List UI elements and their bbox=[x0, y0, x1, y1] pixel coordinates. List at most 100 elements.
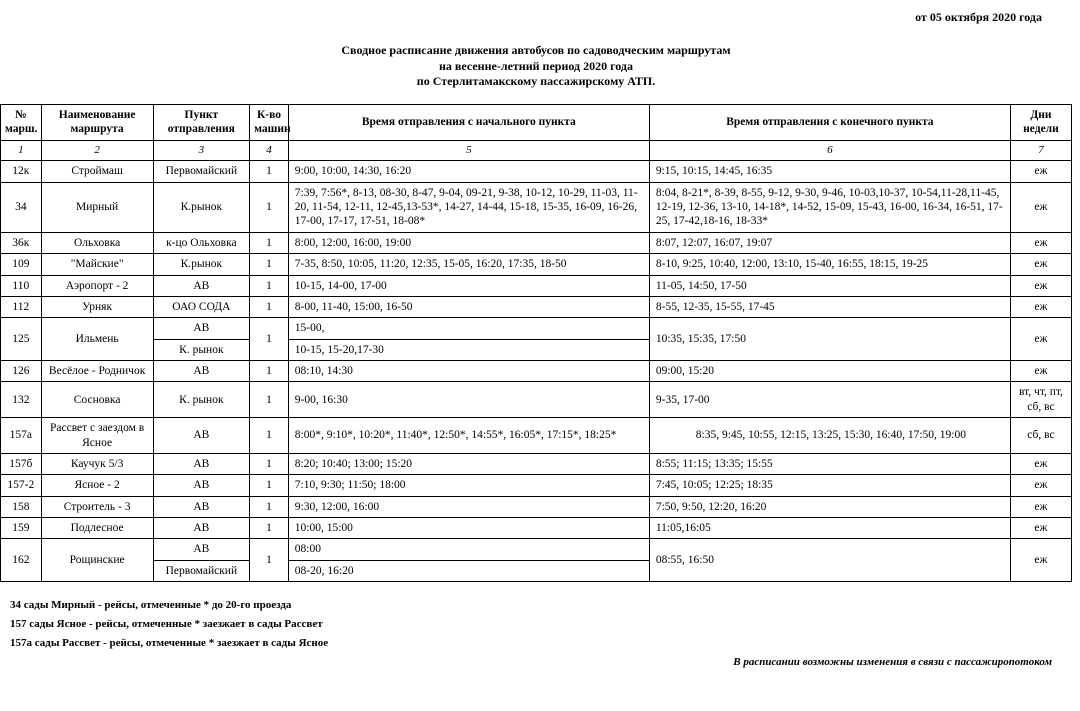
cell-days: еж bbox=[1010, 275, 1071, 296]
cell-arr: 9:15, 10:15, 14:45, 16:35 bbox=[649, 161, 1010, 182]
title-l2: на весенне-летний период 2020 года bbox=[0, 59, 1072, 75]
table-row: 109"Майские"К.рынок17-35, 8:50, 10:05, 1… bbox=[1, 254, 1072, 275]
cell-days: еж bbox=[1010, 453, 1071, 474]
cell-cnt: 1 bbox=[250, 518, 289, 539]
cell-cnt: 1 bbox=[250, 539, 289, 582]
table-row: 34МирныйК.рынок17:39, 7:56*, 8-13, 08-30… bbox=[1, 182, 1072, 232]
cell-cnt: 1 bbox=[250, 254, 289, 275]
cn7: 7 bbox=[1010, 140, 1071, 161]
cell-name: Рассвет с заездом в Ясное bbox=[41, 418, 153, 454]
cell-dep: 9-00, 16:30 bbox=[288, 382, 649, 418]
table-row: 110Аэропорт - 2АВ110-15, 14-00, 17-0011-… bbox=[1, 275, 1072, 296]
table-row: 159ПодлесноеАВ110:00, 15:0011:05,16:05еж bbox=[1, 518, 1072, 539]
table-row: 158Строитель - 3АВ19:30, 12:00, 16:007:5… bbox=[1, 496, 1072, 517]
changes-note: В расписании возможны изменения в связи … bbox=[0, 656, 1072, 668]
cell-name: Каучук 5/3 bbox=[41, 453, 153, 474]
cn4: 4 bbox=[250, 140, 289, 161]
cell-cnt: 1 bbox=[250, 361, 289, 382]
cell-cnt: 1 bbox=[250, 232, 289, 253]
cell-point: АВ bbox=[153, 453, 250, 474]
cell-dep: 8-00, 11-40, 15:00, 16-50 bbox=[288, 296, 649, 317]
table-row: 36кОльховкак-цо Ольховка18:00, 12:00, 16… bbox=[1, 232, 1072, 253]
footnote-3: 157а сады Рассвет - рейсы, отмеченные * … bbox=[10, 634, 1072, 653]
cell-num: 36к bbox=[1, 232, 42, 253]
table-row: 157аРассвет с заездом в ЯсноеАВ18:00*, 9… bbox=[1, 418, 1072, 454]
cell-dep: 7:39, 7:56*, 8-13, 08-30, 8-47, 9-04, 09… bbox=[288, 182, 649, 232]
cell-name: "Майские" bbox=[41, 254, 153, 275]
cell-dep: 7-35, 8:50, 10:05, 11:20, 12:35, 15-05, … bbox=[288, 254, 649, 275]
cell-point: АВ bbox=[153, 275, 250, 296]
cell-dep: 8:00, 12:00, 16:00, 19:00 bbox=[288, 232, 649, 253]
cell-days: еж bbox=[1010, 496, 1071, 517]
cell-num: 159 bbox=[1, 518, 42, 539]
cn3: 3 bbox=[153, 140, 250, 161]
cell-arr: 9-35, 17-00 bbox=[649, 382, 1010, 418]
cell-cnt: 1 bbox=[250, 418, 289, 454]
cell-name: Сосновка bbox=[41, 382, 153, 418]
cell-cnt: 1 bbox=[250, 275, 289, 296]
cell-name: Ильмень bbox=[41, 318, 153, 361]
cell-days: еж bbox=[1010, 475, 1071, 496]
cell-days: еж bbox=[1010, 254, 1071, 275]
cell-days: вт, чт, пт, сб, вс bbox=[1010, 382, 1071, 418]
cell-num: 125 bbox=[1, 318, 42, 361]
cell-point: АВ bbox=[153, 518, 250, 539]
cell-point: АВ bbox=[153, 539, 250, 560]
cell-num: 162 bbox=[1, 539, 42, 582]
cell-point: АВ bbox=[153, 361, 250, 382]
cell-cnt: 1 bbox=[250, 318, 289, 361]
table-row: 157-2Ясное - 2АВ17:10, 9:30; 11:50; 18:0… bbox=[1, 475, 1072, 496]
table-row: 112УрнякОАО СОДА18-00, 11-40, 15:00, 16-… bbox=[1, 296, 1072, 317]
cell-name: Строймаш bbox=[41, 161, 153, 182]
cell-cnt: 1 bbox=[250, 161, 289, 182]
cell-name: Подлесное bbox=[41, 518, 153, 539]
cn1: 1 bbox=[1, 140, 42, 161]
table-row: 157бКаучук 5/3АВ18:20; 10:40; 13:00; 15:… bbox=[1, 453, 1072, 474]
cn5: 5 bbox=[288, 140, 649, 161]
col-cnt: К-во машин bbox=[250, 104, 289, 140]
cell-point: К.рынок bbox=[153, 254, 250, 275]
cell-days: еж bbox=[1010, 361, 1071, 382]
cell-num: 132 bbox=[1, 382, 42, 418]
cell-num: 110 bbox=[1, 275, 42, 296]
table-row: 132СосновкаК. рынок19-00, 16:309-35, 17-… bbox=[1, 382, 1072, 418]
col-arr: Время отправления с конечного пункта bbox=[649, 104, 1010, 140]
cell-name: Аэропорт - 2 bbox=[41, 275, 153, 296]
col-num: № марш. bbox=[1, 104, 42, 140]
col-dep: Время отправления с начального пункта bbox=[288, 104, 649, 140]
cell-cnt: 1 bbox=[250, 496, 289, 517]
cell-cnt: 1 bbox=[250, 182, 289, 232]
cell-num: 157б bbox=[1, 453, 42, 474]
cell-arr: 8:55; 11:15; 13:35; 15:55 bbox=[649, 453, 1010, 474]
cell-name: Ольховка bbox=[41, 232, 153, 253]
cell-dep: 10-15, 15-20,17-30 bbox=[288, 339, 649, 360]
cn6: 6 bbox=[649, 140, 1010, 161]
footnotes: 34 сады Мирный - рейсы, отмеченные * до … bbox=[0, 596, 1072, 652]
header-row: № марш. Наименование маршрута Пункт отпр… bbox=[1, 104, 1072, 140]
schedule-table: № марш. Наименование маршрута Пункт отпр… bbox=[0, 104, 1072, 582]
cell-num: 157а bbox=[1, 418, 42, 454]
cell-num: 12к bbox=[1, 161, 42, 182]
table-row: 125ИльменьАВ115-00,10:35, 15:35, 17:50еж bbox=[1, 318, 1072, 339]
cell-dep: 8:20; 10:40; 13:00; 15:20 bbox=[288, 453, 649, 474]
date-line: от 05 октября 2020 года bbox=[0, 10, 1072, 25]
cell-arr: 8-10, 9:25, 10:40, 12:00, 13:10, 15-40, … bbox=[649, 254, 1010, 275]
header-num-row: 1 2 3 4 5 6 7 bbox=[1, 140, 1072, 161]
cell-point: К.рынок bbox=[153, 182, 250, 232]
cell-name: Урняк bbox=[41, 296, 153, 317]
cell-arr: 10:35, 15:35, 17:50 bbox=[649, 318, 1010, 361]
col-name: Наименование маршрута bbox=[41, 104, 153, 140]
cell-days: еж bbox=[1010, 318, 1071, 361]
title-l3: по Стерлитамакскому пассажирскому АТП. bbox=[0, 74, 1072, 90]
title-l1: Сводное расписание движения автобусов по… bbox=[0, 43, 1072, 59]
cell-arr: 11:05,16:05 bbox=[649, 518, 1010, 539]
cell-days: сб, вс bbox=[1010, 418, 1071, 454]
cell-dep: 7:10, 9:30; 11:50; 18:00 bbox=[288, 475, 649, 496]
cell-cnt: 1 bbox=[250, 453, 289, 474]
cell-name: Ясное - 2 bbox=[41, 475, 153, 496]
cell-days: еж bbox=[1010, 182, 1071, 232]
cell-dep: 08-20, 16:20 bbox=[288, 560, 649, 581]
cell-dep: 15-00, bbox=[288, 318, 649, 339]
cell-arr: 8-55, 12-35, 15-55, 17-45 bbox=[649, 296, 1010, 317]
cell-arr: 8:35, 9:45, 10:55, 12:15, 13:25, 15:30, … bbox=[649, 418, 1010, 454]
